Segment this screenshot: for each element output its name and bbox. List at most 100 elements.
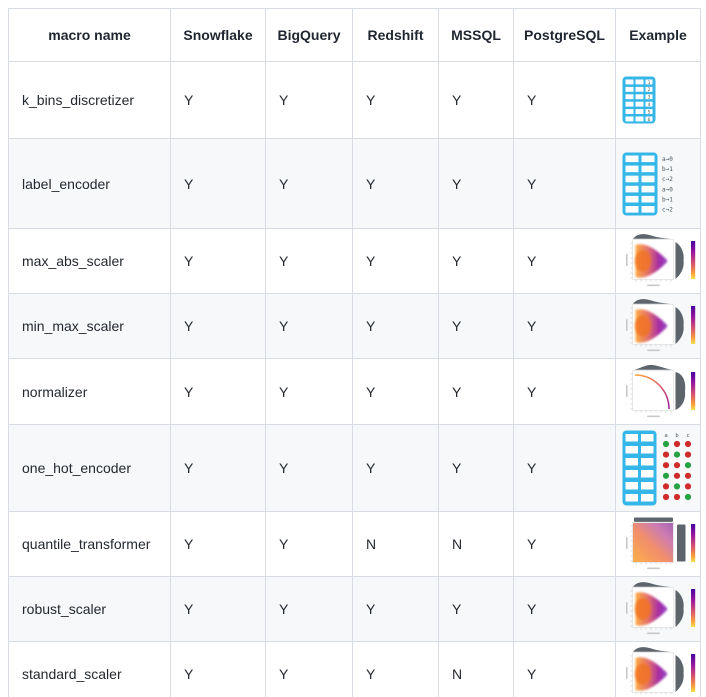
svg-text:2: 2 — [648, 87, 651, 93]
example-cell — [615, 641, 701, 697]
table-row: label_encoder Y Y Y Y Y — [8, 138, 701, 229]
macro-name-cell: standard_scaler — [8, 641, 171, 697]
macro-name-cell: quantile_transformer — [8, 511, 171, 577]
macro-name-cell: max_abs_scaler — [8, 228, 171, 294]
svg-text:6: 6 — [648, 117, 651, 123]
bigquery-support-cell: Y — [265, 424, 353, 512]
mssql-support-cell: Y — [438, 358, 514, 425]
scatter-density-plot-image — [622, 647, 697, 697]
svg-text:b→1: b→1 — [662, 166, 673, 173]
column-header-mssql: MSSQL — [438, 8, 514, 62]
one-hot-column-labels: a b c — [664, 433, 689, 439]
mssql-support-cell: Y — [438, 293, 514, 359]
label-mapping-text: a→0 b→1 c→2 a→0 b→1 c→2 — [662, 156, 673, 214]
column-header-example: Example — [615, 8, 701, 62]
postgresql-support-cell: Y — [513, 424, 616, 512]
snowflake-support-cell: Y — [170, 358, 266, 425]
mssql-support-cell: N — [438, 511, 514, 577]
redshift-support-cell: Y — [352, 293, 439, 359]
mssql-support-cell: Y — [438, 576, 514, 642]
mssql-support-cell: Y — [438, 228, 514, 294]
bin-digit-labels: 1 2 3 4 5 6 — [648, 80, 651, 123]
postgresql-support-cell: Y — [513, 576, 616, 642]
bigquery-support-cell: Y — [265, 293, 353, 359]
table-row: normalizer Y Y Y Y Y — [8, 358, 701, 425]
grid-cells — [625, 79, 653, 122]
column-header-snowflake: Snowflake — [170, 8, 266, 62]
snowflake-support-cell: Y — [170, 511, 266, 577]
postgresql-support-cell: Y — [513, 511, 616, 577]
example-cell — [615, 228, 701, 294]
bigquery-support-cell: Y — [265, 228, 353, 294]
redshift-support-cell: N — [352, 511, 439, 577]
postgresql-support-cell: Y — [513, 641, 616, 697]
table-header: macro name Snowflake BigQuery Redshift M… — [8, 8, 701, 62]
mssql-support-cell: Y — [438, 61, 514, 139]
svg-text:a→0: a→0 — [662, 156, 673, 163]
arc-curve-plot-image — [622, 365, 697, 419]
binned-table-image: 1 2 3 4 5 6 — [622, 76, 656, 124]
bigquery-support-cell: Y — [265, 358, 353, 425]
grid-cells — [625, 155, 655, 213]
bigquery-support-cell: Y — [265, 61, 353, 139]
table-row: k_bins_discretizer Y Y Y Y Y — [8, 61, 701, 139]
mssql-support-cell: Y — [438, 138, 514, 229]
snowflake-support-cell: Y — [170, 424, 266, 512]
column-header-postgresql: PostgreSQL — [513, 8, 616, 62]
svg-text:b→1: b→1 — [662, 196, 673, 203]
postgresql-support-cell: Y — [513, 293, 616, 359]
snowflake-support-cell: Y — [170, 61, 266, 139]
uniform-density-plot-image — [622, 517, 697, 571]
table-row: quantile_transformer Y Y N N Y — [8, 511, 701, 577]
redshift-support-cell: Y — [352, 61, 439, 139]
column-header-macro-name: macro name — [8, 8, 171, 62]
table-row: max_abs_scaler Y Y Y Y Y — [8, 228, 701, 294]
redshift-support-cell: Y — [352, 576, 439, 642]
macro-name-cell: label_encoder — [8, 138, 171, 229]
snowflake-support-cell: Y — [170, 576, 266, 642]
column-header-redshift: Redshift — [352, 8, 439, 62]
table-row: one_hot_encoder Y Y Y Y Y — [8, 424, 701, 512]
redshift-support-cell: Y — [352, 641, 439, 697]
bigquery-support-cell: Y — [265, 511, 353, 577]
scatter-density-plot-image — [622, 234, 697, 288]
snowflake-support-cell: Y — [170, 138, 266, 229]
macro-support-table-container: macro name Snowflake BigQuery Redshift M… — [8, 8, 701, 697]
example-cell: a→0 b→1 c→2 a→0 b→1 c→2 — [615, 138, 701, 229]
svg-text:a: a — [664, 433, 667, 439]
header-row: macro name Snowflake BigQuery Redshift M… — [8, 8, 701, 62]
snowflake-support-cell: Y — [170, 293, 266, 359]
example-cell: 1 2 3 4 5 6 — [615, 61, 701, 139]
macro-name-cell: k_bins_discretizer — [8, 61, 171, 139]
one-hot-dots-table-image: a b c — [622, 430, 692, 506]
svg-text:4: 4 — [648, 102, 651, 108]
label-mapping-table-image: a→0 b→1 c→2 a→0 b→1 c→2 — [622, 152, 673, 215]
postgresql-support-cell: Y — [513, 138, 616, 229]
snowflake-support-cell: Y — [170, 641, 266, 697]
column-header-bigquery: BigQuery — [265, 8, 353, 62]
scatter-density-plot-image — [622, 299, 697, 353]
snowflake-support-cell: Y — [170, 228, 266, 294]
one-hot-false-dots — [662, 440, 692, 501]
example-cell: a b c — [615, 424, 701, 512]
redshift-support-cell: Y — [352, 424, 439, 512]
macro-name-cell: min_max_scaler — [8, 293, 171, 359]
grid-cells — [625, 434, 654, 502]
postgresql-support-cell: Y — [513, 61, 616, 139]
bigquery-support-cell: Y — [265, 641, 353, 697]
macro-name-cell: normalizer — [8, 358, 171, 425]
bigquery-support-cell: Y — [265, 576, 353, 642]
macro-name-cell: robust_scaler — [8, 576, 171, 642]
scatter-density-plot-image — [622, 582, 697, 636]
example-cell — [615, 576, 701, 642]
postgresql-support-cell: Y — [513, 228, 616, 294]
example-cell — [615, 293, 701, 359]
macro-name-cell: one_hot_encoder — [8, 424, 171, 512]
table-row: robust_scaler Y Y Y Y Y — [8, 576, 701, 642]
svg-text:c→2: c→2 — [662, 206, 673, 213]
bigquery-support-cell: Y — [265, 138, 353, 229]
svg-text:c: c — [686, 433, 689, 439]
svg-text:a→0: a→0 — [662, 186, 673, 193]
redshift-support-cell: Y — [352, 228, 439, 294]
macro-support-table: macro name Snowflake BigQuery Redshift M… — [8, 8, 701, 697]
